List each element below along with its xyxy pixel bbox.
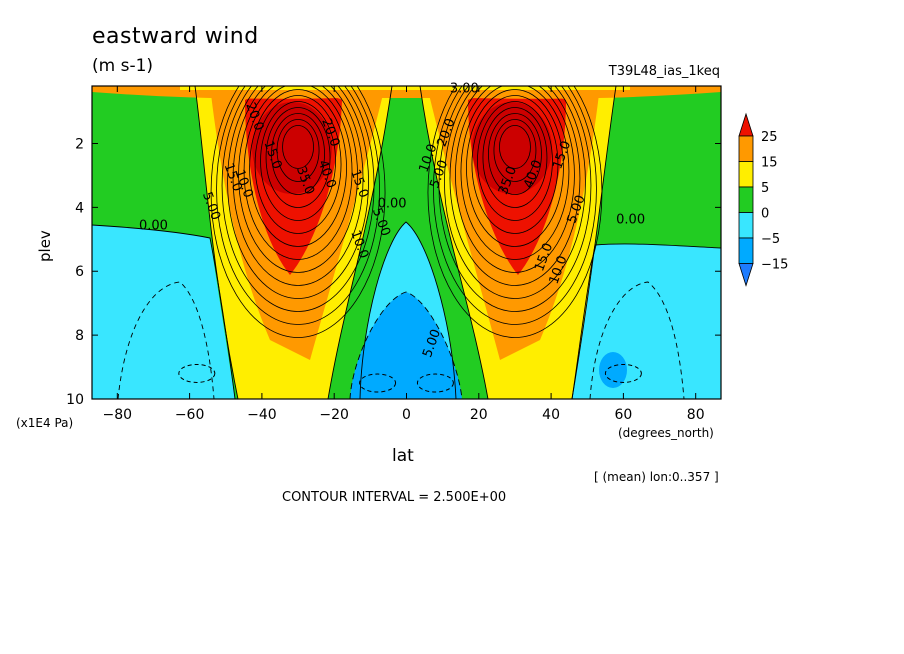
y-tick-label: 6 xyxy=(75,264,84,280)
jet-contour-south xyxy=(249,89,347,247)
contour-neg5-north xyxy=(589,281,685,399)
contour-label: 0.00 xyxy=(139,219,168,234)
jet-contour-north xyxy=(455,86,575,273)
contour-5-mid xyxy=(327,86,393,399)
colorbar-label: 0 xyxy=(761,207,769,222)
chart-units: (m s-1) xyxy=(92,56,154,76)
run-name: T39L48_ias_1keq xyxy=(608,64,720,79)
easterly-band xyxy=(92,225,235,399)
y-tick-label: 4 xyxy=(75,200,84,216)
jet-contour-north xyxy=(493,119,537,182)
colorbar-top-arrow xyxy=(738,112,754,137)
jet-contour-south xyxy=(238,86,358,273)
x-tick-label: 40 xyxy=(542,407,560,423)
jet-center-south xyxy=(252,102,332,194)
jet-contour-north xyxy=(438,86,592,312)
jet-contour-north xyxy=(433,86,597,325)
easterly-min-contour xyxy=(416,373,454,393)
contour-5-mid2 xyxy=(419,86,489,399)
jet-contour-north xyxy=(460,86,570,260)
jet-contour-north xyxy=(477,101,553,221)
chart-title: eastward wind xyxy=(92,24,259,49)
contour-5-north xyxy=(571,86,617,399)
x-tick-label: −40 xyxy=(247,407,277,423)
colorbar-swatch xyxy=(738,212,754,239)
x-tick-label: −60 xyxy=(175,407,205,423)
jet-contour-south xyxy=(216,86,380,325)
jet-contour-north xyxy=(427,86,603,338)
top-yellow-strip xyxy=(180,86,630,90)
x-tick-label: 80 xyxy=(687,407,705,423)
colorbar-swatch xyxy=(738,237,754,264)
jet-contour-north xyxy=(471,95,559,234)
polar-easterly-core xyxy=(599,352,627,388)
colorbar-swatch xyxy=(738,161,754,188)
colorbar-label: 5 xyxy=(761,181,769,196)
contour-5-south xyxy=(194,86,239,399)
jet-contour-north xyxy=(444,86,586,299)
jet-contour-south xyxy=(243,86,353,260)
easterly-min-contour xyxy=(604,363,642,383)
jet-contour-south xyxy=(232,86,364,286)
y-axis-unit: (x1E4 Pa) xyxy=(16,416,74,430)
jet-contour-north xyxy=(449,86,581,286)
contour-neg5-south xyxy=(117,281,215,399)
jet-contour-south xyxy=(210,86,386,338)
jet-contour-north xyxy=(482,107,548,208)
x-tick-label: −80 xyxy=(103,407,133,423)
y-tick-label: 10 xyxy=(66,392,84,408)
jet-contour-south xyxy=(227,86,369,299)
averaging-note: [ (mean) lon:0..357 ] xyxy=(594,470,719,484)
y-tick-label: 8 xyxy=(75,328,84,344)
jet-contour-south xyxy=(260,101,336,221)
colorbar-bottom-arrow xyxy=(738,263,754,287)
jet-contour-north xyxy=(499,125,531,169)
jet-contour-south xyxy=(276,119,320,182)
colorbar-label: 15 xyxy=(761,156,778,171)
jet-contour-north xyxy=(466,89,564,247)
jet-contour-south xyxy=(265,107,331,208)
colorbar-label: 25 xyxy=(761,130,778,145)
jet-contour-south xyxy=(221,86,375,312)
y-tick-label: 2 xyxy=(75,136,84,152)
contour-zero-equator xyxy=(359,221,457,399)
contour-interval: CONTOUR INTERVAL = 2.500E+00 xyxy=(282,490,507,505)
colorbar-swatch xyxy=(738,135,754,162)
contour-label: 3.00 xyxy=(450,81,479,96)
jet-center-north xyxy=(472,102,552,194)
x-tick-label: 20 xyxy=(470,407,488,423)
x-tick-label: 0 xyxy=(402,407,411,423)
x-axis-unit: (degrees_north) xyxy=(618,426,714,440)
easterly-min-contour xyxy=(178,363,216,383)
colorbar: 25 15 5 0 −5 −15 xyxy=(738,112,788,287)
x-axis-label: lat xyxy=(392,446,414,466)
easterly-min-contour xyxy=(359,373,397,393)
contour-neg5-eq xyxy=(349,291,463,399)
contour-label: 0.00 xyxy=(378,196,407,211)
jet-contour-south xyxy=(282,125,314,169)
colorbar-label: −5 xyxy=(761,232,780,247)
colorbar-swatch xyxy=(738,186,754,213)
easterly-band-east xyxy=(572,243,721,399)
contour-label: 0.00 xyxy=(616,212,645,227)
colorbar-label: −15 xyxy=(761,258,788,273)
x-tick-label: −20 xyxy=(319,407,349,423)
jet-contour-south xyxy=(271,113,325,195)
jet-contour-south xyxy=(254,95,342,234)
jet-contour-north xyxy=(488,113,542,195)
x-tick-label: 60 xyxy=(614,407,632,423)
contour-zero-south xyxy=(92,224,236,399)
